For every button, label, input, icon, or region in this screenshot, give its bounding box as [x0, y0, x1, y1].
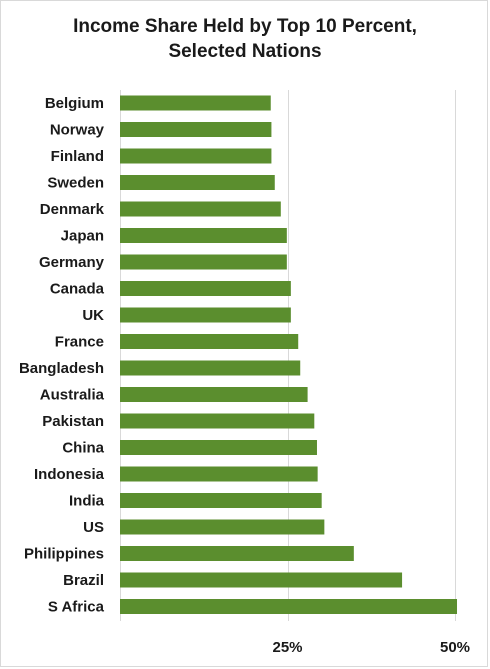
x-tick-label: 25% — [272, 639, 302, 656]
bar-canada — [120, 281, 291, 296]
category-label: S Africa — [48, 599, 105, 616]
bar-germany — [120, 254, 287, 270]
bar-sweden — [120, 175, 275, 190]
bar-s-africa — [120, 599, 458, 614]
bar-brazil — [120, 572, 403, 588]
grid-layer — [120, 90, 456, 621]
category-label: India — [69, 493, 105, 510]
category-label: Sweden — [47, 175, 104, 192]
label-layer: Belgium Norway Finland Sweden Denmark Japan Ge… — [19, 95, 470, 656]
category-label: Indonesia — [34, 466, 105, 483]
bar-pakistan — [120, 413, 315, 429]
category-label: UK — [82, 307, 104, 324]
category-label: Australia — [40, 387, 105, 404]
category-label: Canada — [50, 281, 105, 298]
bar-bangladesh — [120, 360, 301, 376]
bar-france — [120, 334, 299, 349]
bar-finland — [120, 148, 272, 164]
category-label: Bangladesh — [19, 360, 104, 377]
category-label: Brazil — [63, 572, 104, 589]
category-label: Finland — [51, 148, 104, 165]
category-label: Japan — [61, 228, 104, 245]
chart-title: Income Share Held by Top 10 Percent, Sel… — [0, 14, 490, 64]
x-tick-label: 50% — [440, 639, 470, 656]
bar-india — [120, 493, 322, 508]
category-label: Germany — [39, 254, 105, 271]
category-label: Belgium — [45, 95, 104, 112]
bar-australia — [120, 387, 308, 402]
bar-philippines — [120, 546, 354, 561]
bar-uk — [120, 307, 291, 323]
category-label: Philippines — [24, 546, 104, 563]
chart-title-line-1: Income Share Held by Top 10 Percent, — [73, 16, 417, 37]
bar-belgium — [120, 95, 271, 111]
bar-denmark — [120, 201, 281, 217]
category-label: Pakistan — [42, 413, 104, 430]
category-label: Denmark — [40, 201, 105, 218]
category-label: Norway — [50, 122, 105, 139]
category-label: US — [83, 519, 104, 536]
bar-indonesia — [120, 466, 318, 482]
bar-us — [120, 519, 325, 535]
category-label: France — [55, 334, 104, 351]
category-label: China — [62, 440, 104, 457]
bar-layer — [120, 95, 458, 614]
bar-norway — [120, 122, 272, 137]
chart-title-line-2: Selected Nations — [168, 41, 322, 62]
bar-japan — [120, 228, 287, 243]
bar-china — [120, 440, 317, 455]
